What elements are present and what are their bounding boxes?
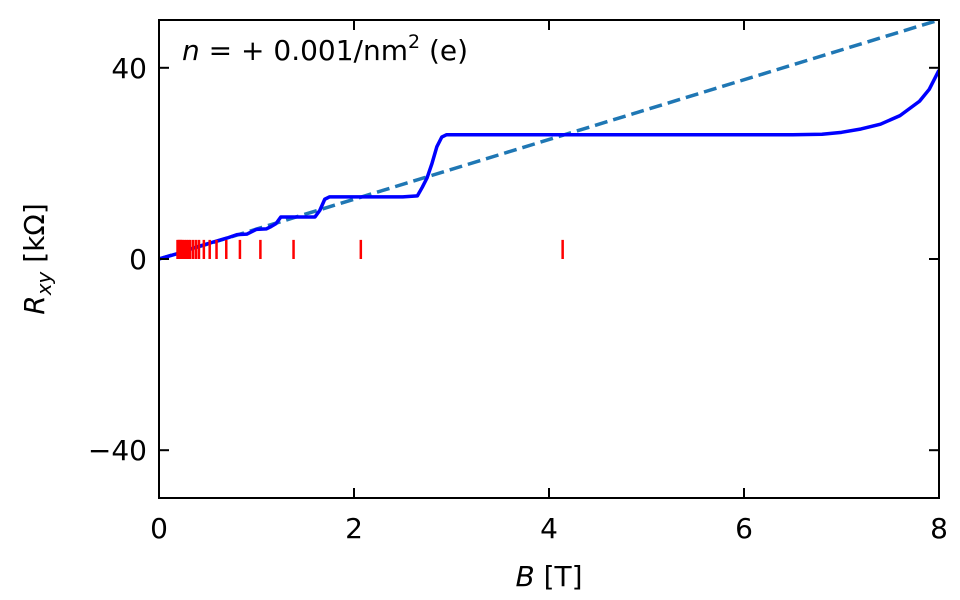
- y-tick-label: −40: [88, 434, 147, 467]
- y-tick-label: 40: [111, 52, 147, 85]
- y-axis-label: Rxy [kΩ]: [18, 203, 56, 315]
- annotation-value: + 0.001/nm: [241, 34, 408, 67]
- y-axis-unit: [kΩ]: [18, 203, 51, 271]
- x-tick-label: 0: [150, 512, 168, 545]
- annotation-variable: n: [182, 34, 200, 67]
- plot-frame: [158, 19, 940, 499]
- annotation-suffix: (e): [420, 34, 468, 67]
- x-axis-variable: B: [515, 560, 534, 593]
- chart-annotation: n = + 0.001/nm2 (e): [182, 31, 468, 67]
- x-tick-label: 4: [540, 512, 558, 545]
- x-tick-label: 2: [345, 512, 363, 545]
- linear-fit-dashed-line: [159, 20, 939, 261]
- x-axis-unit: [T]: [535, 560, 583, 593]
- x-axis-label: B [T]: [515, 560, 582, 593]
- y-axis-variable: R: [18, 295, 51, 314]
- annotation-equals: =: [200, 34, 241, 67]
- y-axis-subscript: xy: [32, 270, 56, 296]
- rxy-data-line: [159, 69, 939, 261]
- x-tick-label: 8: [930, 512, 948, 545]
- y-tick-label: 0: [129, 243, 147, 276]
- annotation-superscript: 2: [408, 31, 420, 53]
- x-tick-label: 6: [735, 512, 753, 545]
